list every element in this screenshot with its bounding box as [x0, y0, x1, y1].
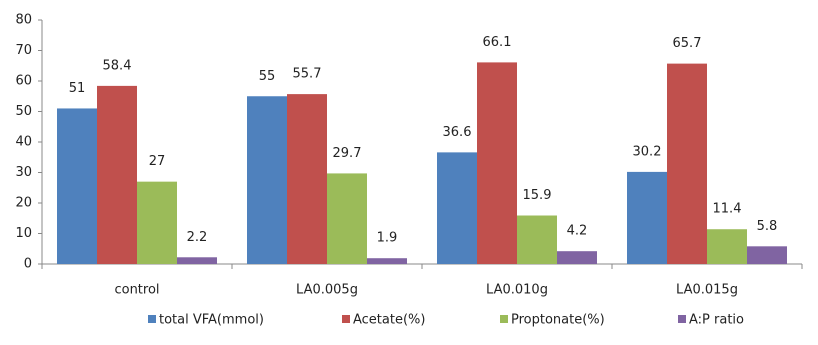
bar — [627, 171, 667, 264]
bar — [177, 257, 217, 264]
legend-marker — [500, 315, 508, 323]
bar — [557, 251, 597, 264]
legend-label: Acetate(%) — [353, 313, 425, 328]
data-label: 55.7 — [293, 67, 322, 82]
y-tick-label: 80 — [15, 13, 32, 28]
y-tick-label: 20 — [15, 196, 32, 211]
y-tick-label: 10 — [15, 226, 32, 241]
bar — [747, 246, 787, 264]
data-label: 2.2 — [187, 230, 208, 245]
data-label: 29.7 — [333, 146, 362, 161]
bar — [57, 108, 97, 264]
x-tick-label: control — [114, 283, 159, 298]
bar — [137, 181, 177, 264]
y-tick-label: 0 — [24, 257, 32, 272]
legend-label: Proptonate(%) — [511, 313, 605, 328]
bar — [287, 94, 327, 265]
legend-label: total VFA(mmol) — [159, 313, 264, 328]
bar — [247, 96, 287, 264]
y-tick-label: 70 — [15, 43, 32, 58]
legend-label: A:P ratio — [689, 313, 744, 328]
data-label: 58.4 — [103, 58, 132, 73]
data-label: 1.9 — [377, 231, 398, 246]
data-label: 51 — [69, 81, 86, 96]
legend-marker — [148, 315, 156, 323]
data-label: 4.2 — [567, 224, 588, 239]
y-tick-label: 30 — [15, 165, 32, 180]
bar — [327, 173, 367, 264]
y-tick-label: 40 — [15, 135, 32, 150]
x-tick-label: LA0.005g — [296, 283, 358, 298]
x-tick-label: LA0.010g — [486, 283, 548, 298]
data-label: 65.7 — [673, 36, 702, 51]
data-label: 66.1 — [483, 35, 512, 50]
bar — [437, 152, 477, 264]
bar — [667, 63, 707, 264]
y-tick-label: 60 — [15, 74, 32, 89]
bar — [517, 215, 557, 264]
data-label: 55 — [259, 69, 276, 84]
data-label: 36.6 — [443, 125, 472, 140]
x-tick-label: LA0.015g — [676, 283, 738, 298]
data-label: 27 — [149, 154, 166, 169]
bar — [367, 258, 407, 264]
bar — [477, 62, 517, 264]
data-label: 30.2 — [633, 144, 662, 159]
y-tick-label: 50 — [15, 104, 32, 119]
legend-marker — [342, 315, 350, 323]
data-label: 5.8 — [757, 219, 778, 234]
legend-marker — [678, 315, 686, 323]
bar — [707, 229, 747, 264]
bar — [97, 85, 137, 264]
data-label: 15.9 — [523, 188, 552, 203]
data-label: 11.4 — [713, 202, 742, 217]
